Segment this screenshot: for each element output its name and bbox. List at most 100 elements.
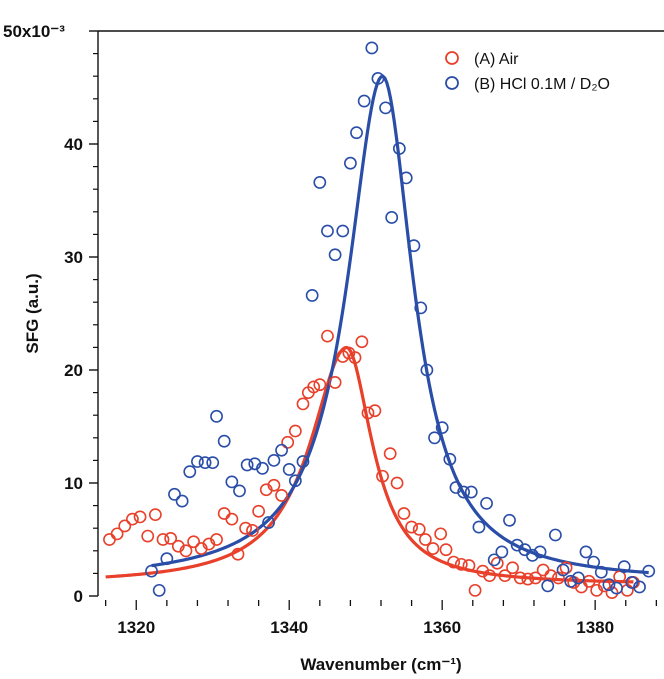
legend-marker-0	[445, 51, 459, 65]
data-point-series-0-11	[187, 535, 201, 549]
data-point-series-1-43	[457, 485, 471, 499]
data-point-series-1-5	[183, 465, 197, 479]
data-point-series-1-39	[428, 431, 441, 445]
data-point-series-1-9	[210, 409, 223, 423]
data-point-series-1-55	[548, 528, 562, 542]
data-point-series-0-22	[267, 478, 281, 492]
data-point-series-1-38	[420, 363, 434, 377]
data-point-series-1-1	[152, 583, 166, 597]
data-point-series-1-31	[371, 72, 385, 85]
data-point-series-0-8	[164, 531, 178, 545]
data-point-series-0-29	[313, 378, 327, 392]
legend-marker-1	[445, 76, 459, 90]
x-tick-label-1340: 1340	[270, 618, 308, 637]
data-point-series-1-33	[385, 211, 399, 224]
data-point-series-0-15	[217, 507, 231, 520]
data-point-series-0-50	[462, 559, 476, 572]
data-point-series-0-38	[376, 469, 389, 483]
data-point-series-0-37	[368, 404, 382, 418]
data-point-series-1-56	[556, 563, 570, 577]
fit-curve-series-0	[105, 345, 634, 584]
data-point-series-1-30	[365, 41, 379, 55]
data-point-series-1-64	[617, 560, 631, 574]
data-point-series-0-3	[126, 512, 139, 526]
data-point-series-0-31	[328, 376, 342, 389]
y-tick-label-50: 50x10⁻³	[3, 22, 65, 41]
data-point-series-0-47	[439, 543, 453, 557]
data-point-series-0-24	[281, 435, 295, 449]
data-point-series-1-45	[472, 520, 486, 534]
data-point-series-0-46	[434, 527, 448, 541]
data-point-series-0-49	[454, 557, 468, 571]
y-tick-label-10: 10	[64, 474, 83, 493]
data-point-series-1-62	[602, 578, 616, 592]
data-point-series-0-51	[468, 583, 482, 597]
data-point-series-0-6	[148, 508, 162, 522]
data-point-series-1-47	[487, 553, 501, 567]
legend: (A) Air (B) HCl 0.1M / D₂O	[445, 51, 610, 93]
data-point-series-1-63	[610, 581, 623, 595]
data-point-series-1-46	[480, 496, 493, 510]
data-point-series-1-41	[443, 452, 457, 466]
data-point-series-0-39	[383, 447, 397, 461]
data-point-series-0-16	[225, 512, 239, 526]
data-point-series-1-61	[594, 565, 608, 579]
data-point-series-1-3	[168, 487, 181, 501]
data-point-series-0-43	[412, 522, 426, 536]
data-point-series-1-58	[571, 571, 585, 585]
data-point-series-1-37	[414, 301, 428, 315]
data-point-series-1-4	[175, 494, 189, 508]
x-axis-title: Wavenumber (cm⁻¹)	[300, 655, 461, 674]
data-point-series-1-32	[379, 101, 392, 115]
data-point-series-1-15	[256, 461, 269, 475]
y-axis-title: SFG (a.u.)	[23, 273, 42, 353]
data-point-series-1-17	[267, 453, 281, 467]
data-point-series-1-24	[321, 224, 334, 238]
data-point-series-0-57	[513, 571, 527, 585]
data-point-series-1-8	[206, 456, 220, 470]
data-point-series-0-30	[321, 329, 334, 343]
axes: 0 10 20 30 40 50x10⁻³ 1320 1340 1360 1380 Wavenumb…	[3, 22, 664, 674]
data-point-series-0-56	[506, 561, 519, 575]
fit-curves	[105, 74, 649, 584]
data-point-series-1-16	[262, 516, 275, 529]
data-point-series-1-10	[217, 434, 231, 448]
data-point-series-0-28	[307, 380, 321, 394]
data-point-series-0-55	[498, 569, 512, 583]
data-point-series-1-36	[407, 239, 421, 253]
data-point-series-0-53	[483, 569, 497, 583]
y-tick-label-30: 30	[64, 248, 83, 267]
data-point-series-0-17	[231, 547, 245, 561]
data-point-series-0-54	[490, 556, 504, 570]
data-point-series-0-25	[288, 424, 302, 438]
data-point-series-0-20	[252, 504, 266, 518]
data-point-series-0-10	[179, 544, 193, 558]
data-point-series-1-52	[526, 548, 539, 562]
data-point-series-1-34	[392, 142, 406, 155]
data-point-series-1-23	[313, 176, 327, 189]
data-point-series-0-0	[103, 533, 116, 546]
data-point-series-1-48	[495, 545, 509, 559]
x-tick-label-1360: 1360	[423, 618, 461, 637]
data-point-series-0-68	[597, 579, 611, 593]
data-point-series-0-70	[613, 570, 627, 584]
data-point-series-0-5	[141, 529, 155, 543]
legend-label-0: (A) Air	[474, 51, 519, 68]
data-point-series-0-48	[447, 555, 461, 569]
data-point-series-0-23	[275, 489, 288, 502]
data-point-series-1-27	[344, 156, 357, 170]
data-point-series-0-2	[118, 519, 132, 533]
data-point-series-1-7	[198, 456, 212, 470]
y-tick-label-0: 0	[74, 587, 83, 606]
data-point-series-0-14	[210, 533, 223, 546]
data-point-series-1-12	[233, 484, 246, 498]
data-point-series-0-19	[246, 524, 259, 537]
data-point-series-1-11	[225, 475, 239, 489]
data-point-series-0-60	[536, 563, 550, 577]
data-point-series-1-44	[464, 485, 478, 499]
data-point-series-1-40	[435, 421, 449, 435]
legend-label-1: (B) HCl 0.1M / D₂O	[474, 76, 610, 93]
data-point-series-1-29	[357, 94, 371, 108]
data-point-series-1-0	[145, 564, 158, 578]
data-point-series-0-44	[418, 533, 432, 546]
